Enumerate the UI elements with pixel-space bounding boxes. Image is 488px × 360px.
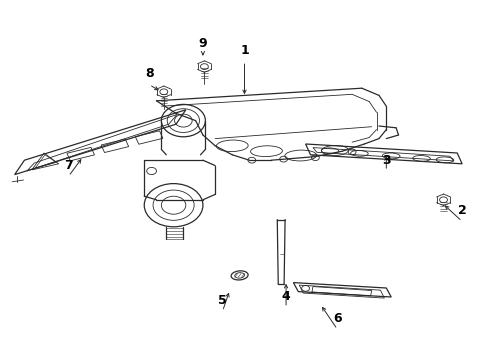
Text: 6: 6 [332,312,341,325]
Text: 7: 7 [64,159,73,172]
Text: 9: 9 [198,37,207,50]
Text: 3: 3 [381,154,390,167]
Text: 8: 8 [144,67,153,80]
Text: 4: 4 [281,291,290,303]
Text: 1: 1 [240,44,248,57]
Text: 2: 2 [457,204,466,217]
Text: 5: 5 [218,294,226,307]
